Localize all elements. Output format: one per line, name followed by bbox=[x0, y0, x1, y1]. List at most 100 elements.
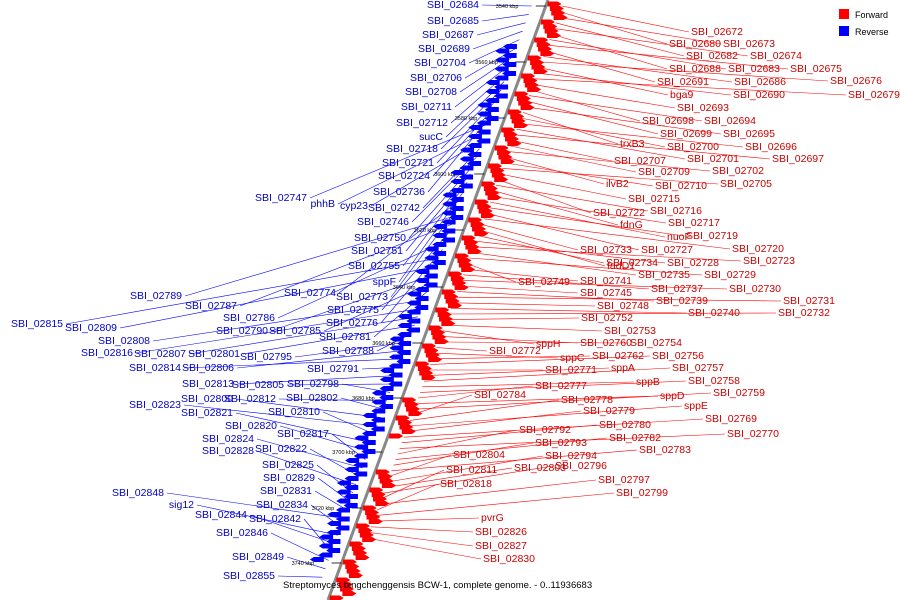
forward-gene-label[interactable]: SBI_02729 bbox=[704, 269, 756, 281]
reverse-gene-label[interactable]: SBI_02790 bbox=[216, 325, 268, 337]
reverse-gene-label[interactable]: SBI_02855 bbox=[223, 570, 275, 582]
reverse-gene-label[interactable]: SBI_02842 bbox=[249, 513, 301, 525]
forward-gene-label[interactable]: fdnG bbox=[620, 219, 643, 231]
reverse-gene-label[interactable]: SBI_02781 bbox=[319, 331, 371, 343]
forward-gene-label[interactable]: trxB3 bbox=[620, 138, 645, 150]
reverse-gene-label[interactable]: SBI_02829 bbox=[263, 472, 315, 484]
forward-gene-label[interactable]: SBI_02728 bbox=[667, 257, 719, 269]
reverse-gene-label[interactable]: SBI_02828 bbox=[202, 445, 254, 457]
forward-gene-label[interactable]: SBI_02733 bbox=[580, 244, 632, 256]
forward-gene-label[interactable]: SBI_02818 bbox=[440, 478, 492, 490]
forward-gene-label[interactable]: SBI_02715 bbox=[628, 193, 680, 205]
forward-gene-label[interactable]: SBI_02720 bbox=[732, 243, 784, 255]
reverse-gene-label[interactable]: SBI_02806 bbox=[182, 362, 234, 374]
forward-gene-label[interactable]: SBI_02780 bbox=[599, 419, 651, 431]
forward-gene-label[interactable]: SBI_02705 bbox=[720, 178, 772, 190]
reverse-gene-label[interactable]: cyp23 bbox=[340, 200, 368, 212]
forward-gene-label[interactable]: SBI_02792 bbox=[519, 424, 571, 436]
reverse-gene-label[interactable]: SBI_02813 bbox=[182, 378, 234, 390]
forward-gene-label[interactable]: SBI_02777 bbox=[535, 380, 587, 392]
reverse-gene-label[interactable]: SBI_02822 bbox=[255, 443, 307, 455]
reverse-gene-label[interactable]: SBI_02825 bbox=[262, 459, 314, 471]
forward-gene-label[interactable]: sppH bbox=[536, 338, 561, 350]
forward-gene-label[interactable]: SBI_02690 bbox=[733, 89, 785, 101]
forward-gene-label[interactable]: SBI_02811 bbox=[446, 464, 497, 476]
forward-gene-label[interactable]: SBI_02702 bbox=[712, 165, 764, 177]
reverse-gene-label[interactable]: SBI_02742 bbox=[368, 202, 420, 214]
forward-gene-label[interactable]: SBI_02680 bbox=[669, 38, 721, 50]
forward-gene-label[interactable]: SBI_02740 bbox=[688, 307, 740, 319]
reverse-gene-label[interactable]: SBI_02821 bbox=[181, 407, 233, 419]
forward-gene-label[interactable]: nuoF bbox=[667, 231, 691, 243]
forward-gene-label[interactable]: SBI_02827 bbox=[475, 540, 527, 552]
reverse-gene-label[interactable]: SBI_02808 bbox=[98, 335, 150, 347]
forward-gene-label[interactable]: SBI_02752 bbox=[581, 312, 633, 324]
forward-gene-label[interactable]: SBI_02717 bbox=[668, 217, 720, 229]
forward-gene-label[interactable]: SBI_02676 bbox=[830, 75, 882, 87]
forward-gene-label[interactable]: SBI_02694 bbox=[704, 115, 756, 127]
reverse-gene-label[interactable]: SBI_02791 bbox=[307, 363, 359, 375]
reverse-gene-label[interactable]: SBI_02831 bbox=[260, 485, 312, 497]
reverse-gene-label[interactable]: phhB bbox=[310, 198, 335, 210]
reverse-gene-label[interactable]: SBI_02788 bbox=[322, 345, 374, 357]
forward-gene-label[interactable]: SBI_02745 bbox=[580, 287, 632, 299]
forward-gene-label[interactable]: SBI_02719 bbox=[686, 230, 738, 242]
reverse-gene-label[interactable]: SBI_02724 bbox=[378, 170, 430, 182]
forward-gene-label[interactable]: SBI_02794 bbox=[545, 450, 597, 462]
forward-gene-label[interactable]: fadD1 bbox=[607, 260, 635, 272]
forward-gene-label[interactable]: SBI_02748 bbox=[597, 300, 649, 312]
forward-gene-label[interactable]: SBI_02709 bbox=[638, 166, 690, 178]
forward-gene-label[interactable]: SBI_02682 bbox=[686, 50, 738, 62]
reverse-gene-label[interactable]: SBI_02750 bbox=[354, 232, 406, 244]
reverse-gene-label[interactable]: SBI_02786 bbox=[223, 312, 275, 324]
reverse-gene-label[interactable]: SBI_02809 bbox=[65, 322, 117, 334]
forward-gene-label[interactable]: SBI_02691 bbox=[657, 76, 709, 88]
forward-gene-label[interactable]: SBI_02796 bbox=[555, 460, 607, 472]
forward-gene-label[interactable]: SBI_02698 bbox=[642, 115, 694, 127]
forward-gene-label[interactable]: SBI_02697 bbox=[772, 153, 824, 165]
reverse-gene-label[interactable]: SBI_02823 bbox=[129, 399, 181, 411]
forward-gene-label[interactable]: SBI_02716 bbox=[650, 205, 702, 217]
reverse-gene-label[interactable]: SBI_02684 bbox=[427, 0, 479, 11]
forward-gene-label[interactable]: SBI_02700 bbox=[667, 141, 719, 153]
forward-gene-label[interactable]: pvrG bbox=[481, 512, 504, 524]
forward-gene-label[interactable]: SBI_02739 bbox=[656, 295, 708, 307]
forward-gene-label[interactable]: ilvB2 bbox=[606, 178, 629, 190]
reverse-gene-label[interactable]: sig12 bbox=[169, 499, 194, 511]
forward-gene-label[interactable]: SBI_02756 bbox=[652, 350, 704, 362]
reverse-gene-label[interactable]: SBI_02848 bbox=[112, 487, 164, 499]
forward-gene-label[interactable]: SBI_02830 bbox=[483, 553, 535, 565]
forward-gene-label[interactable]: SBI_02758 bbox=[688, 375, 740, 387]
reverse-gene-label[interactable]: SBI_02747 bbox=[255, 192, 307, 204]
forward-gene-label[interactable]: SBI_02826 bbox=[475, 526, 527, 538]
forward-gene-label[interactable]: SBI_02699 bbox=[660, 128, 712, 140]
reverse-gene-label[interactable]: SBI_02711 bbox=[401, 101, 452, 113]
forward-gene-label[interactable]: SBI_02741 bbox=[580, 275, 632, 287]
forward-gene-label[interactable]: SBI_02797 bbox=[598, 474, 650, 486]
reverse-gene-label[interactable]: SBI_02736 bbox=[373, 186, 425, 198]
forward-gene-label[interactable]: SBI_02707 bbox=[614, 155, 666, 167]
reverse-gene-label[interactable]: SBI_02824 bbox=[202, 433, 254, 445]
forward-gene-label[interactable]: SBI_02803 bbox=[514, 462, 566, 474]
forward-gene-label[interactable]: SBI_02679 bbox=[848, 89, 900, 101]
reverse-gene-label[interactable]: SBI_02685 bbox=[427, 15, 479, 27]
reverse-gene-label[interactable]: SBI_02775 bbox=[327, 304, 379, 316]
forward-gene-label[interactable]: bga9 bbox=[670, 89, 694, 101]
reverse-gene-label[interactable]: SBI_02814 bbox=[129, 362, 181, 374]
reverse-gene-label[interactable]: SBI_02774 bbox=[284, 287, 336, 299]
forward-gene-label[interactable]: SBI_02793 bbox=[535, 437, 587, 449]
forward-gene-label[interactable]: SBI_02723 bbox=[743, 255, 795, 267]
reverse-gene-label[interactable]: SBI_02704 bbox=[414, 57, 466, 69]
forward-gene-label[interactable]: SBI_02727 bbox=[641, 244, 693, 256]
forward-gene-label[interactable]: SBI_02769 bbox=[705, 413, 757, 425]
reverse-gene-label[interactable]: SBI_02708 bbox=[405, 86, 457, 98]
reverse-gene-label[interactable]: SBI_02787 bbox=[185, 300, 237, 312]
reverse-gene-label[interactable]: SBI_02846 bbox=[216, 527, 268, 539]
reverse-gene-label[interactable]: SBI_02751 bbox=[351, 245, 403, 257]
reverse-gene-label[interactable]: SBI_02801 bbox=[188, 348, 240, 360]
reverse-gene-label[interactable]: SBI_02810 bbox=[268, 406, 320, 418]
forward-gene-label[interactable]: SBI_02770 bbox=[727, 428, 779, 440]
forward-gene-label[interactable]: SBI_02772 bbox=[489, 345, 541, 357]
forward-gene-label[interactable]: SBI_02799 bbox=[616, 487, 668, 499]
forward-gene-label[interactable]: SBI_02710 bbox=[655, 180, 707, 192]
